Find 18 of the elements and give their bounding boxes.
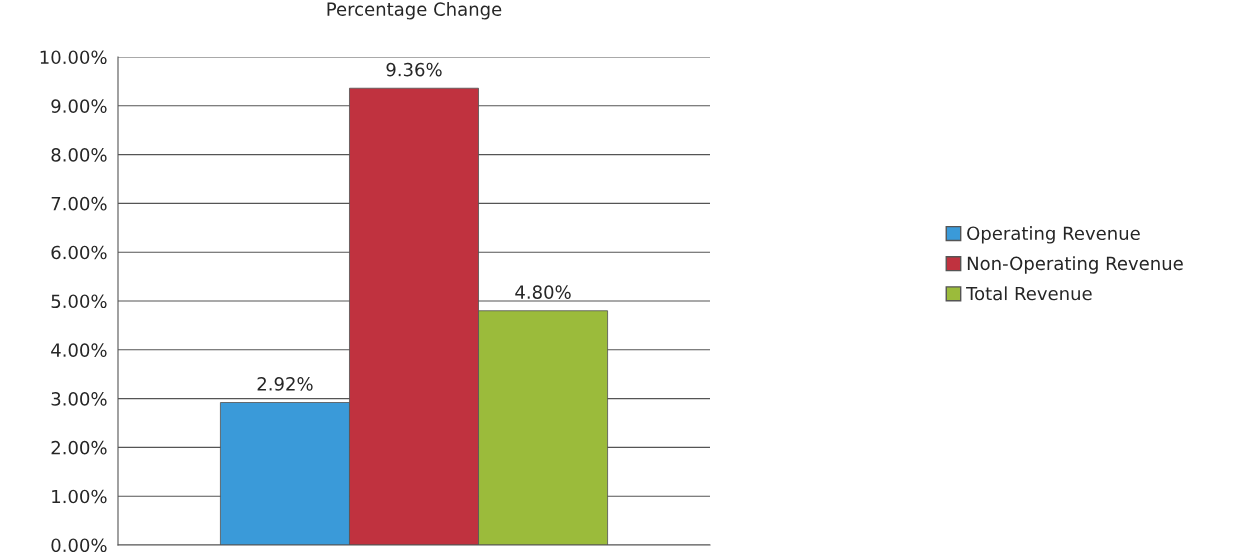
y-tick-label: 0.00%	[51, 538, 107, 552]
y-tick-label: 6.00%	[51, 245, 107, 260]
chart-title: Percentage Change	[327, 2, 502, 20]
y-tick-label: 5.00%	[51, 294, 107, 309]
legend-label: Total Revenue	[966, 286, 1092, 301]
y-tick-label: 4.00%	[51, 343, 107, 357]
legend-label: Non-Operating Revenue	[967, 256, 1183, 274]
y-tick-label: 7.00%	[51, 196, 107, 211]
y-tick-label: 8.00%	[51, 148, 107, 162]
y-tick-label: 1.00%	[52, 489, 107, 504]
y-tick-label: 9.00%	[51, 99, 107, 113]
legend-label: Operating Revenue	[967, 226, 1140, 244]
data-label: 9.36%	[386, 62, 442, 77]
data-label: 4.80%	[515, 285, 571, 299]
y-tick-label: 10.00%	[40, 50, 107, 65]
y-tick-label: 2.00%	[51, 440, 107, 455]
data-label: 2.92%	[257, 377, 313, 391]
y-tick-label: 3.00%	[51, 392, 107, 406]
